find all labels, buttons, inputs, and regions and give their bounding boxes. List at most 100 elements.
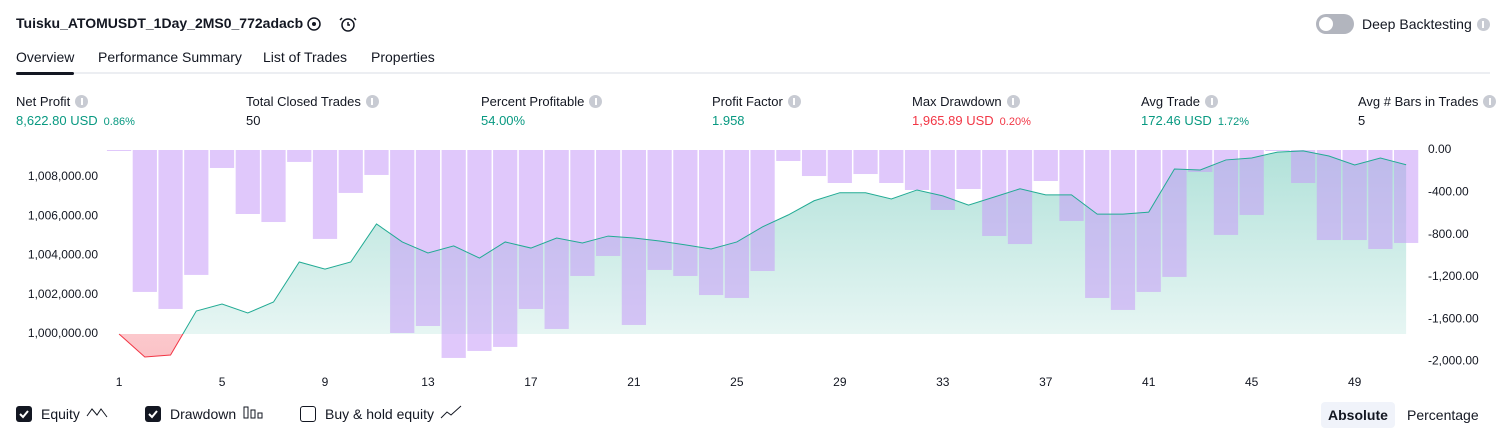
drawdown-bar: [467, 150, 492, 351]
tab-underline: [16, 72, 74, 75]
stat-value-box: 54.00%: [481, 113, 525, 128]
stat-value-box: 5: [1358, 113, 1365, 128]
stat-label-box: Profit Factor: [712, 94, 801, 109]
drawdown-bar: [1316, 150, 1342, 241]
stat-value-box: 1,965.89 USD 0.20%: [912, 113, 1031, 128]
drawdown-bar: [596, 150, 621, 256]
drawdown-bar: [570, 150, 595, 276]
legend-item[interactable]: Drawdown: [145, 405, 264, 422]
y-tick-label: 1,004,000.00: [28, 248, 98, 262]
drawdown-bar: [956, 150, 981, 190]
drawdown-bar: [904, 150, 930, 190]
y-tick-label: 1,000,000.00: [28, 326, 98, 340]
stat-label-box: Percent Profitable: [481, 94, 603, 109]
stat-label: Net Profit: [16, 94, 71, 109]
stat-value: 50: [246, 113, 261, 128]
stat-label-box: Net Profit: [16, 94, 89, 109]
x-tick-label: 41: [1142, 375, 1156, 389]
y2-tick-label: 0.00: [1428, 142, 1452, 156]
tab-divider: [16, 72, 1490, 74]
x-tick-label: 37: [1039, 375, 1053, 389]
legend-label: Drawdown: [170, 406, 237, 422]
info-icon[interactable]: [787, 95, 801, 108]
legend-icon: [242, 406, 264, 422]
drawdown-bar: [364, 150, 389, 175]
toggle[interactable]: [1316, 14, 1354, 34]
drawdown-bar: [647, 150, 672, 270]
info-icon[interactable]: [75, 95, 89, 108]
x-tick-label: 25: [730, 375, 744, 389]
drawdown-bar: [1368, 150, 1393, 249]
drawdown-bar: [493, 150, 518, 347]
legend-item[interactable]: Equity: [16, 405, 108, 422]
drawdown-bar: [287, 150, 312, 162]
x-tick-label: 9: [322, 375, 329, 389]
stat-value: 172.46 USD: [1141, 113, 1212, 128]
stat-percent: 1.72%: [1217, 116, 1250, 128]
stat-percent: 0.20%: [999, 116, 1031, 128]
legend-label: Equity: [41, 406, 80, 422]
tab[interactable]: Properties: [371, 49, 435, 65]
drawdown-bar: [853, 150, 878, 175]
x-tick-label: 33: [936, 375, 950, 389]
y-tick-label: 1,008,000.00: [28, 169, 98, 183]
tab[interactable]: List of Trades: [263, 49, 348, 65]
x-tick-label: 13: [421, 375, 435, 389]
y2-tick-label: -2,000.00: [1428, 354, 1479, 368]
drawdown-bar: [518, 150, 544, 309]
drawdown-bar: [184, 150, 209, 275]
drawdown-bar: [1033, 150, 1058, 181]
y2-tick-label: -800.00: [1428, 227, 1469, 241]
header-icons[interactable]: [304, 14, 358, 34]
drawdown-bar: [776, 150, 801, 161]
stat-value: 1,965.89 USD: [912, 113, 994, 128]
stat-percent: 0.86%: [103, 116, 135, 128]
info-icon[interactable]: [589, 95, 603, 108]
drawdown-bar: [1136, 150, 1161, 292]
x-tick-label: 49: [1348, 375, 1362, 389]
drawdown-bar: [750, 150, 775, 271]
info-icon[interactable]: [1205, 95, 1219, 108]
legend-item[interactable]: Buy & hold equity: [300, 405, 462, 422]
scale-button[interactable]: Absolute: [1321, 402, 1395, 428]
drawdown-bar: [1085, 150, 1110, 298]
checkbox[interactable]: [300, 406, 316, 422]
y2-tick-label: -1,200.00: [1428, 269, 1479, 283]
drawdown-bar: [673, 150, 698, 276]
x-tick-label: 17: [524, 375, 538, 389]
info-icon[interactable]: [365, 95, 379, 108]
icon: [86, 408, 108, 418]
drawdown-bar: [1265, 150, 1290, 151]
drawdown-bar: [1239, 150, 1264, 215]
drawdown-bar: [209, 150, 235, 168]
drawdown-bar: [338, 150, 363, 193]
legend-icon: [440, 405, 462, 422]
drawdown-bar: [698, 150, 724, 296]
drawdown-bar: [132, 150, 157, 292]
stat-label-box: Avg Trade: [1141, 94, 1219, 109]
legend-label: Buy & hold equity: [325, 406, 434, 422]
y-tick-label: 1,006,000.00: [28, 208, 98, 222]
stat-label-box: Total Closed Trades: [246, 94, 379, 109]
stat-value-box: 172.46 USD 1.72%: [1141, 113, 1249, 128]
stat-value-box: 8,622.80 USD 0.86%: [16, 113, 135, 128]
drawdown-bar: [1291, 150, 1316, 183]
checkbox[interactable]: [145, 406, 161, 422]
tab[interactable]: Overview: [16, 49, 75, 65]
stat-value: 1.958: [712, 113, 745, 128]
checkbox[interactable]: [16, 406, 32, 422]
info-icon[interactable]: [1483, 95, 1497, 108]
info-icon[interactable]: [1006, 95, 1020, 108]
stat-value-box: 1.958: [712, 113, 745, 128]
scale-button[interactable]: Percentage: [1407, 407, 1479, 423]
drawdown-bar: [1394, 150, 1419, 243]
tab[interactable]: Performance Summary: [98, 49, 242, 65]
drawdown-bar: [801, 150, 827, 177]
drawdown-bar: [930, 150, 955, 210]
stat-label-box: Avg # Bars in Trades: [1358, 94, 1497, 109]
equity-line: [119, 150, 1407, 335]
stat-label-box: Max Drawdown: [912, 94, 1020, 109]
drawdown-bar: [261, 150, 286, 223]
y2-tick-label: -400.00: [1428, 184, 1469, 198]
info-icon[interactable]: [1476, 18, 1490, 31]
